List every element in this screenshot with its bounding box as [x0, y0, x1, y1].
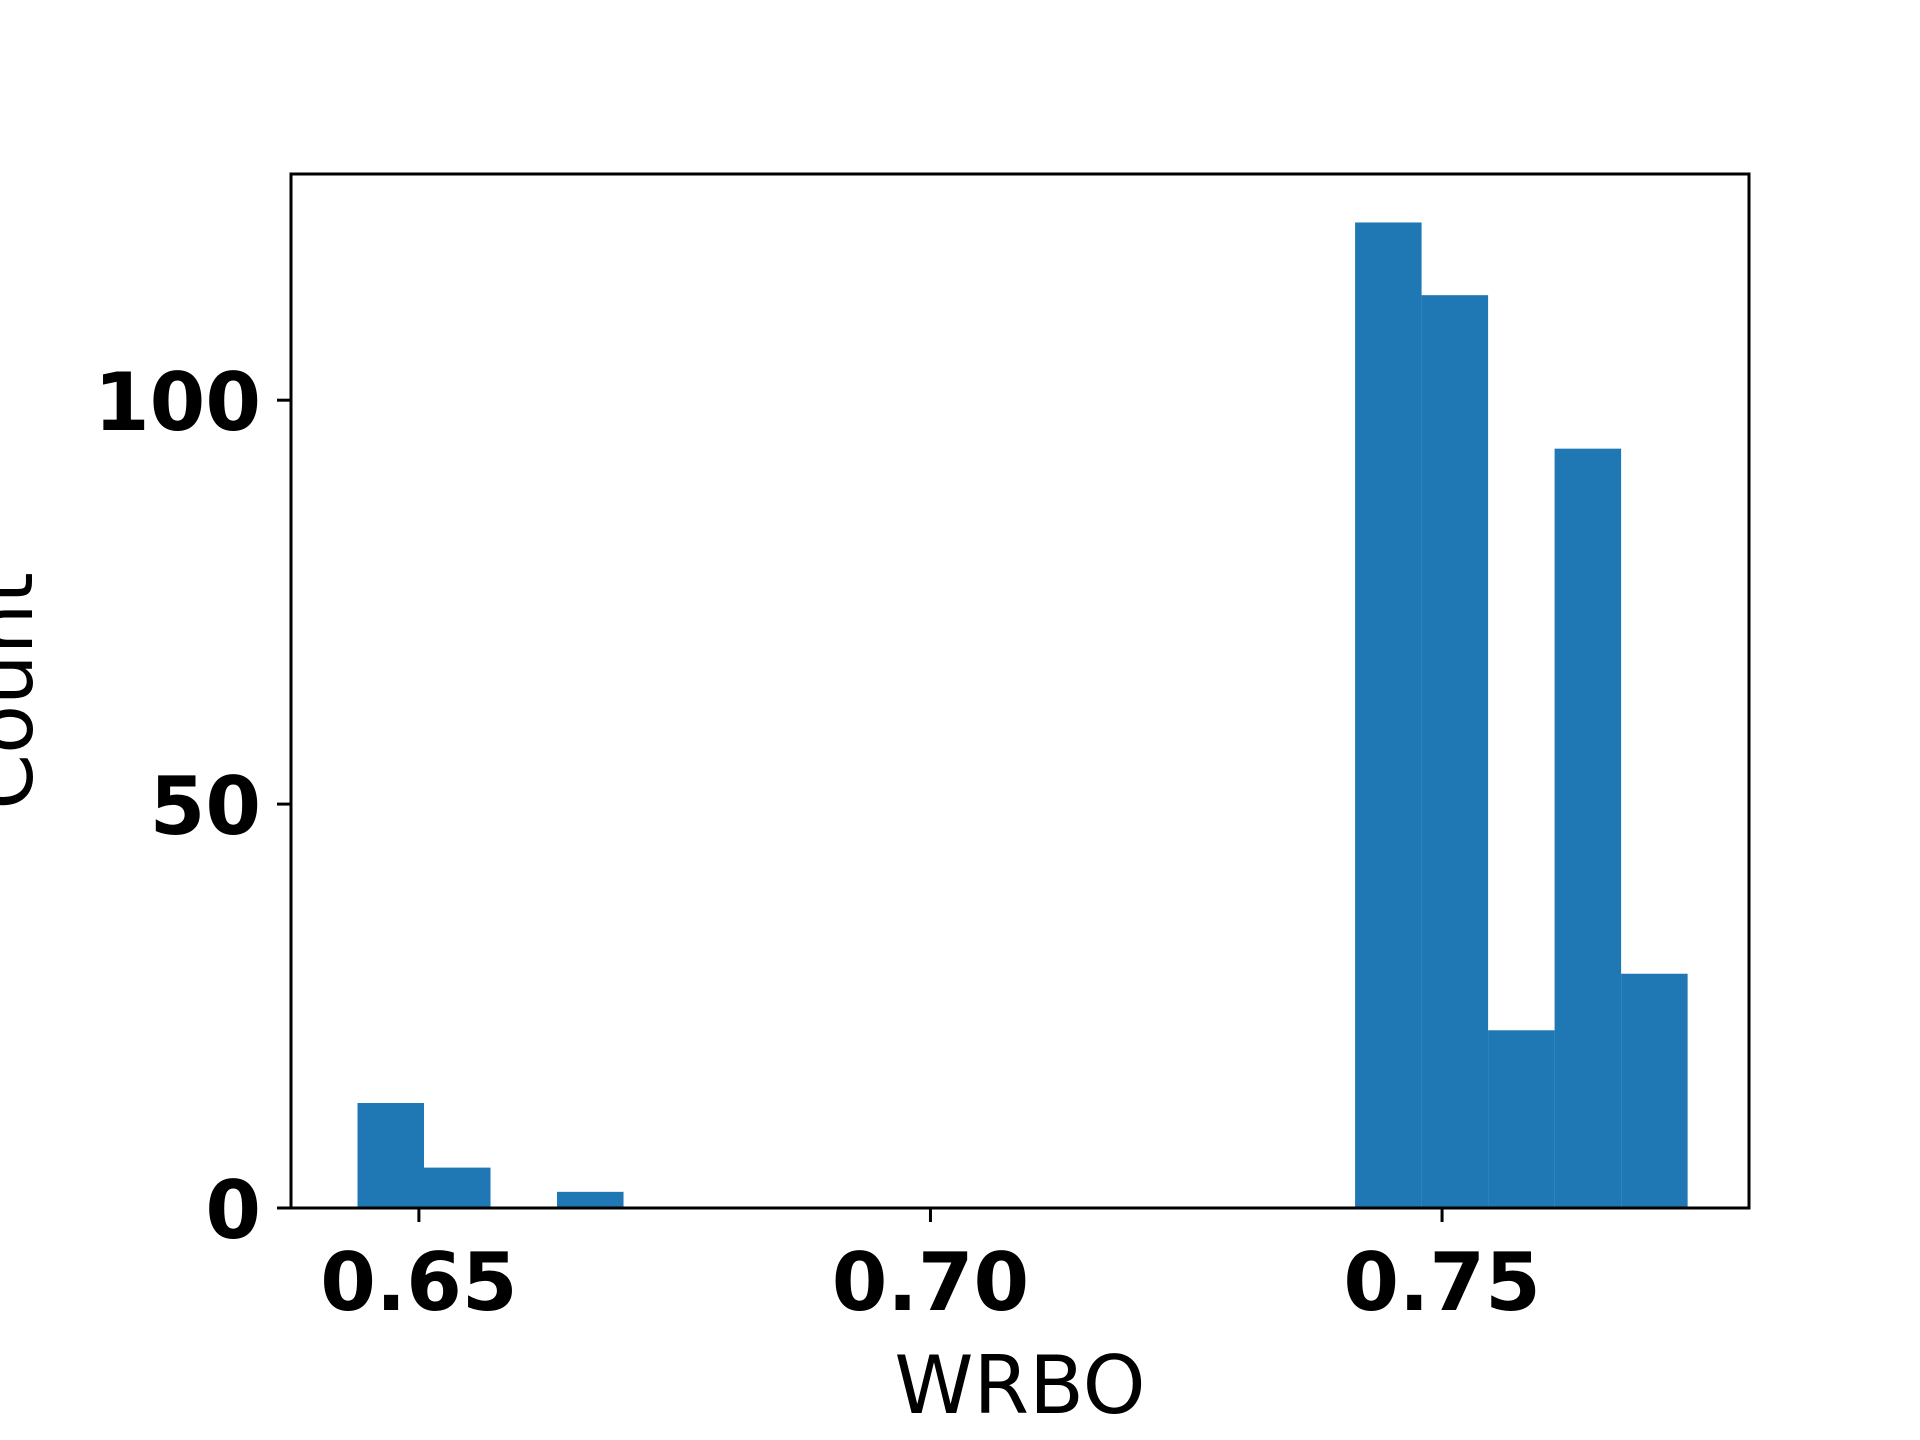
x-tick-label: 0.75: [1343, 1236, 1540, 1329]
histogram-bar: [1421, 295, 1489, 1208]
x-axis-label: WRBO: [894, 1339, 1145, 1432]
plot-frame: [289, 172, 1751, 1210]
histogram-bar: [1355, 222, 1422, 1209]
y-axis-label: Count: [0, 572, 51, 810]
histogram-bar: [357, 1102, 425, 1208]
histogram-bar: [1554, 448, 1622, 1208]
y-tick-label: 0: [205, 1164, 261, 1257]
y-tick-label: 100: [94, 356, 261, 449]
histogram-bar: [424, 1167, 491, 1208]
histogram-bar: [1488, 1030, 1555, 1208]
y-tick-label: 50: [150, 760, 261, 853]
histogram-bar: [1621, 973, 1688, 1208]
x-tick-label: 0.70: [832, 1236, 1029, 1329]
histogram-bars: [357, 222, 1688, 1209]
x-axis: 0.65 0.70 0.75: [320, 1208, 1541, 1329]
histogram-bar: [557, 1191, 624, 1208]
x-tick-label: 0.65: [320, 1236, 517, 1329]
y-axis: 0 50 100: [94, 356, 291, 1257]
